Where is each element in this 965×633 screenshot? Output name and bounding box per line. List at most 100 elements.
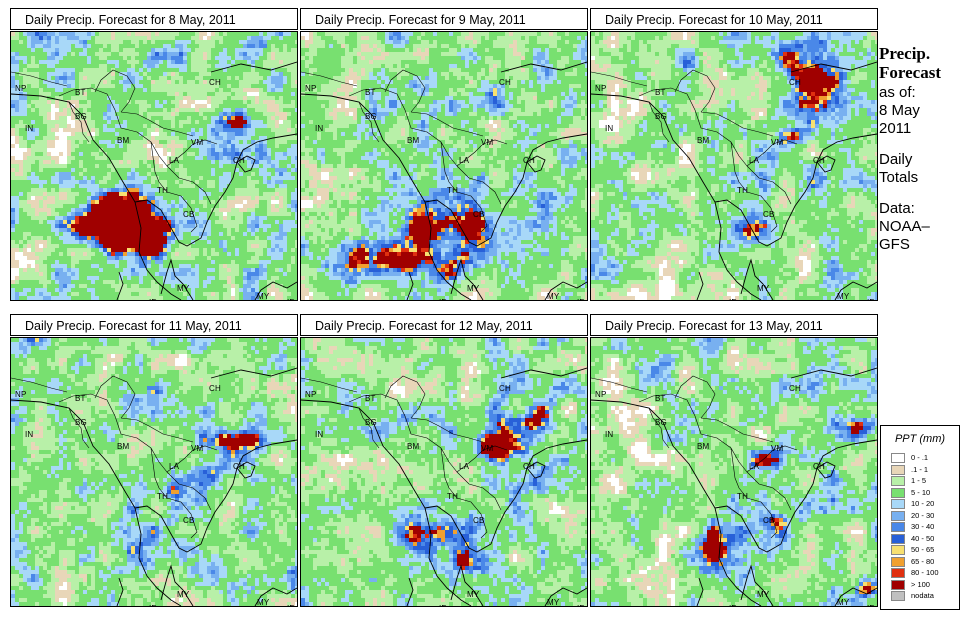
country-label-my: MY	[177, 284, 189, 293]
coastline	[450, 258, 484, 300]
country-label-cb: CB	[763, 210, 775, 219]
legend-label: 20 - 30	[911, 510, 934, 521]
country-border	[301, 377, 358, 393]
country-label-bg: BG	[75, 112, 87, 121]
country-label-bg: BG	[365, 418, 377, 427]
side-data-line2: NOAA–	[879, 218, 965, 236]
country-label-th: TH	[447, 186, 458, 195]
country-label-id: ID	[149, 604, 157, 606]
legend-label: > 100	[911, 579, 930, 590]
country-border	[68, 407, 90, 449]
legend-swatch	[891, 487, 905, 498]
country-label-ch-island: CH	[233, 462, 245, 471]
coastline	[816, 155, 836, 173]
country-border	[384, 375, 426, 419]
country-border	[746, 471, 792, 511]
country-label-in: IN	[25, 430, 33, 439]
country-label-my-borneo: MY	[837, 292, 849, 300]
country-label-my: MY	[467, 590, 479, 599]
country-border	[11, 377, 68, 393]
country-label-la: LA	[459, 462, 469, 471]
side-daily-line1: Daily	[879, 151, 965, 169]
legend-label: 80 - 100	[911, 567, 939, 578]
legend-swatch	[891, 499, 905, 509]
country-label-ch-island: CH	[523, 462, 535, 471]
coastline	[424, 439, 587, 553]
country-label-my-borneo: MY	[257, 598, 269, 606]
country-border	[456, 471, 502, 511]
country-border	[746, 165, 792, 205]
legend-label: 0 - .1	[911, 452, 928, 463]
country-label-la: LA	[749, 462, 759, 471]
country-label-id-east: ID	[577, 604, 585, 606]
country-label-my: MY	[757, 590, 769, 599]
coastline	[116, 271, 124, 300]
coastline	[834, 587, 877, 606]
coastline	[544, 281, 587, 300]
country-label-vm: VM	[481, 138, 493, 147]
country-label-vm: VM	[771, 444, 783, 453]
coastline	[696, 271, 704, 300]
country-border	[301, 71, 358, 87]
country-label-id: ID	[149, 298, 157, 300]
country-border	[700, 111, 774, 137]
legend-label: 50 - 65	[911, 544, 934, 555]
country-label-bt: BT	[75, 394, 86, 403]
side-date-line2: 2011	[879, 120, 965, 138]
country-border	[68, 101, 90, 143]
coastline	[406, 577, 414, 606]
precip-map: NP BT BG IN BM CH VM CH LA TH CB MY MY I…	[300, 337, 588, 607]
precip-map: NP BT BG IN BM CH VM CH LA TH CB MY MY I…	[590, 337, 878, 607]
panel-title: Daily Precip. Forecast for 10 May, 2011	[590, 8, 878, 30]
coastline	[11, 93, 182, 300]
precip-field	[301, 338, 587, 606]
country-border	[591, 71, 648, 87]
country-label-bg: BG	[655, 418, 667, 427]
country-label-bm: BM	[407, 136, 419, 145]
country-label-np: NP	[15, 84, 27, 93]
country-label-in: IN	[315, 430, 323, 439]
country-border	[166, 165, 212, 205]
coastline	[301, 93, 472, 300]
country-border	[648, 407, 670, 449]
country-label-my: MY	[757, 284, 769, 293]
country-label-th: TH	[737, 492, 748, 501]
country-label-vm: VM	[191, 444, 203, 453]
country-label-in: IN	[605, 430, 613, 439]
country-border	[94, 69, 136, 113]
forecast-panel-may-9: Daily Precip. Forecast for 9 May, 2011 N…	[300, 8, 588, 301]
coastline	[591, 93, 762, 300]
country-label-ch: CH	[499, 78, 511, 87]
legend-label: .1 - 1	[911, 464, 928, 475]
country-border	[94, 375, 136, 419]
forecast-panel-may-12: Daily Precip. Forecast for 12 May, 2011 …	[300, 314, 588, 607]
country-border	[166, 471, 212, 511]
side-annotation: Precip. Forecast as of: 8 May 2011 Daily…	[879, 44, 965, 254]
legend-swatch	[891, 533, 905, 544]
coastline	[714, 133, 877, 247]
country-label-bt: BT	[365, 88, 376, 97]
country-label-np: NP	[595, 390, 607, 399]
country-border	[120, 111, 194, 137]
coastline	[526, 155, 546, 173]
country-label-bg: BG	[75, 418, 87, 427]
side-date-line1: 8 May	[879, 102, 965, 120]
country-border	[358, 101, 380, 143]
country-label-in: IN	[25, 124, 33, 133]
side-asof: as of:	[879, 84, 965, 102]
country-label-bm: BM	[407, 442, 419, 451]
country-label-bm: BM	[117, 136, 129, 145]
legend-label: 1 - 5	[911, 475, 926, 486]
coastline	[790, 367, 877, 379]
coastline	[116, 577, 124, 606]
side-title-line2: Forecast	[879, 63, 965, 82]
coastline	[236, 155, 256, 173]
coastline	[210, 367, 297, 379]
country-border	[150, 141, 198, 233]
coastline	[134, 133, 297, 247]
country-label-my-borneo: MY	[547, 292, 559, 300]
country-border	[730, 447, 778, 539]
coastline	[544, 587, 587, 606]
coastline	[406, 271, 414, 300]
